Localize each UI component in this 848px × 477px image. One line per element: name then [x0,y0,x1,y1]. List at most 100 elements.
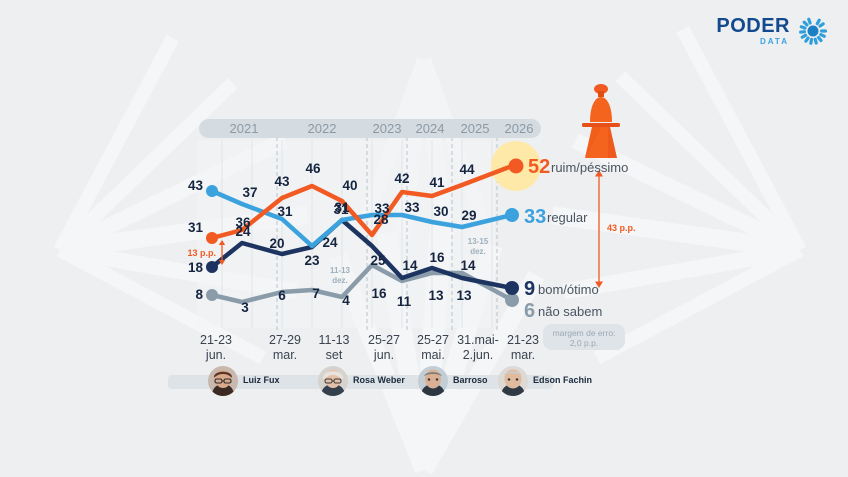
end-point-nao-sabem [505,293,519,307]
value-regular-0: 43 [188,178,204,193]
note-2022-line1: 11-13 [330,266,351,275]
value-regular-4: 31 [333,202,349,217]
value-ruim-0: 31 [188,220,204,235]
value-labels-nao-sabem: 8 3 6 7 4 16 11 13 13 [195,286,472,315]
xtick-4-line1: 25-27 [417,333,449,347]
start-point-bom [206,261,218,273]
endpoint-value-regular: 33 [524,206,546,228]
inplot-note-2022: 11-13 dez. [330,266,351,285]
value-bom-8: 14 [460,258,476,273]
x-axis-labels: 21-23 jun. 27-29 mar. 11-13 set 25-27 ju… [200,333,539,362]
value-ns-6: 11 [397,294,412,309]
value-labels-ruim: 31 36 43 46 40 28 42 41 44 [188,161,475,235]
value-ns-1: 3 [241,300,249,315]
start-point-regular [206,185,218,197]
xtick-4-line2: mai. [421,348,445,362]
value-bom-5: 25 [370,253,386,268]
value-regular-7: 30 [433,204,448,219]
xtick-2-line1: 11-13 [318,333,349,347]
justice-statue-icon [582,84,620,158]
year-label-2021: 2021 [230,121,259,136]
note-2022-line2: dez. [332,276,348,285]
value-ns-5: 16 [371,286,387,301]
value-regular-6: 33 [404,200,420,215]
gap-right-label: 43 p.p. [607,223,636,233]
value-ruim-1: 36 [235,215,251,230]
year-label-2026: 2026 [505,121,534,136]
gridlines [221,140,493,328]
plot-panel [197,140,495,328]
value-ns-2: 6 [278,288,286,303]
value-ns-8: 13 [456,288,472,303]
xtick-1-line2: mar. [273,348,297,362]
value-ruim-4: 40 [342,178,357,193]
value-ns-4: 4 [342,293,350,308]
end-point-bom [505,281,519,295]
value-ruim-3: 46 [305,161,321,176]
value-ruim-2: 43 [274,174,290,189]
series-line-ruim-pessimo [209,163,515,241]
logo-wordmark: PODER DATA [716,16,790,46]
value-bom-3: 23 [304,253,320,268]
year-label-2023: 2023 [373,121,402,136]
gap-left-label: 13 p.p. [187,248,216,258]
xtick-2-line2: set [326,348,343,362]
start-point-nao-sabem [206,289,218,301]
value-regular-2: 31 [277,204,293,219]
xtick-3-line2: jun. [373,348,394,362]
logo-burst-icon [799,17,827,45]
legend-endpoints: 52 ruim/péssimo 33 regular 9 bom/ótimo 6… [524,156,628,322]
margin-of-error-label: margem de erro: [553,328,616,338]
year-label-2025: 2025 [461,121,490,136]
endpoint-label-ruim: ruim/péssimo [551,160,628,175]
xtick-0-line2: jun. [205,348,226,362]
value-bom-1: 24 [235,224,251,239]
value-regular-5: 33 [374,201,390,216]
inplot-note-2025: 13-15 dez. [468,237,489,256]
poderdata-logo: PODER DATA [716,14,830,48]
year-band-bar: 2021 2022 2023 2024 2025 2026 [199,119,541,138]
year-label-2024: 2024 [416,121,445,136]
xtick-5-line1: 31.mai- [457,333,499,347]
value-bom-4: 31 [334,200,350,215]
value-bom-2: 20 [269,236,284,251]
margin-of-error-value: 2,0 p.p. [570,338,598,348]
value-regular-3: 24 [322,235,338,250]
logo-brand-text: PODER [716,15,790,37]
value-ns-0: 8 [195,287,203,302]
end-point-regular [505,208,519,222]
gap-annotation-left: 13 p.p. [187,240,226,265]
value-ruim-7: 41 [429,175,445,190]
xtick-6-line1: 21-23 [507,333,539,347]
endpoint-label-regular: regular [547,210,588,225]
endpoint-value-nao-sabem: 6 [524,300,535,322]
end-point-ruim [508,158,524,174]
value-ruim-6: 42 [394,171,409,186]
endpoint-label-nao-sabem: não sabem [538,304,602,319]
value-ruim-5: 28 [373,212,389,227]
logo-sub-text: DATA [759,37,789,46]
value-ruim-8: 44 [459,162,475,177]
value-regular-8: 29 [461,208,476,223]
value-bom-0: 18 [188,260,204,275]
year-label-2022: 2022 [308,121,337,136]
value-regular-1: 37 [242,185,257,200]
gap-annotation-right: 43 p.p. [595,170,636,288]
justices-strip [168,375,553,389]
endpoint-label-bom: bom/ótimo [538,282,599,297]
xtick-1-line1: 27-29 [269,333,301,347]
note-2025-line2: dez. [470,247,486,256]
endpoint-value-bom: 9 [524,278,535,300]
value-ns-7: 13 [428,288,444,303]
xtick-0-line1: 21-23 [200,333,232,347]
start-point-ruim [206,232,218,244]
margin-of-error-box: margem de erro: 2,0 p.p. [543,324,625,350]
xtick-6-line2: mar. [511,348,535,362]
series-line-bom-otimo [209,217,515,291]
value-labels-regular: 43 37 31 24 31 33 33 30 29 [188,178,477,250]
value-bom-6: 14 [402,258,418,273]
endpoint-value-ruim: 52 [528,156,550,178]
value-ns-3: 7 [312,286,320,301]
